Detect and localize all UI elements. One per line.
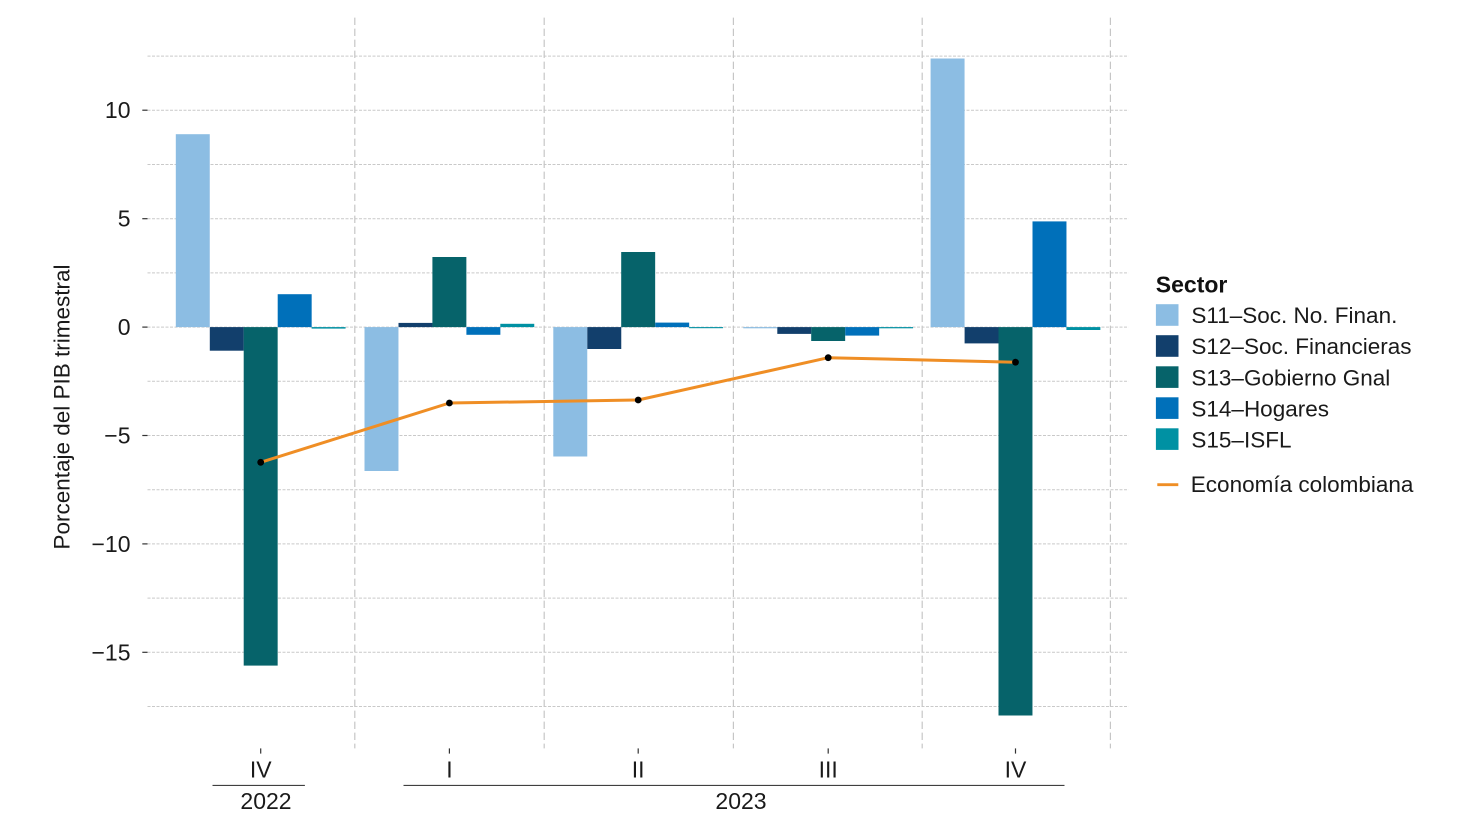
svg-text:I: I bbox=[446, 757, 452, 783]
svg-text:−5: −5 bbox=[104, 423, 130, 449]
svg-text:IV: IV bbox=[1005, 757, 1027, 783]
svg-text:S15–ISFL: S15–ISFL bbox=[1191, 427, 1291, 452]
svg-text:S11–Soc. No. Finan.: S11–Soc. No. Finan. bbox=[1191, 303, 1397, 328]
svg-text:II: II bbox=[632, 757, 645, 783]
svg-text:−10: −10 bbox=[91, 531, 130, 557]
svg-text:10: 10 bbox=[105, 97, 131, 123]
svg-text:5: 5 bbox=[118, 206, 131, 232]
svg-text:Economía colombiana: Economía colombiana bbox=[1191, 472, 1414, 497]
svg-text:2023: 2023 bbox=[715, 788, 766, 814]
svg-text:III: III bbox=[819, 757, 838, 783]
svg-text:S14–Hogares: S14–Hogares bbox=[1191, 396, 1329, 421]
svg-text:S12–Soc. Financieras: S12–Soc. Financieras bbox=[1191, 334, 1411, 359]
svg-text:Porcentaje del PIB trimestral: Porcentaje del PIB trimestral bbox=[50, 264, 75, 549]
svg-text:Sector: Sector bbox=[1156, 272, 1228, 298]
svg-text:IV: IV bbox=[250, 757, 272, 783]
svg-text:S13–Gobierno Gnal: S13–Gobierno Gnal bbox=[1191, 365, 1390, 390]
svg-text:2022: 2022 bbox=[240, 788, 291, 814]
svg-text:−15: −15 bbox=[91, 639, 130, 665]
svg-text:0: 0 bbox=[118, 314, 131, 340]
